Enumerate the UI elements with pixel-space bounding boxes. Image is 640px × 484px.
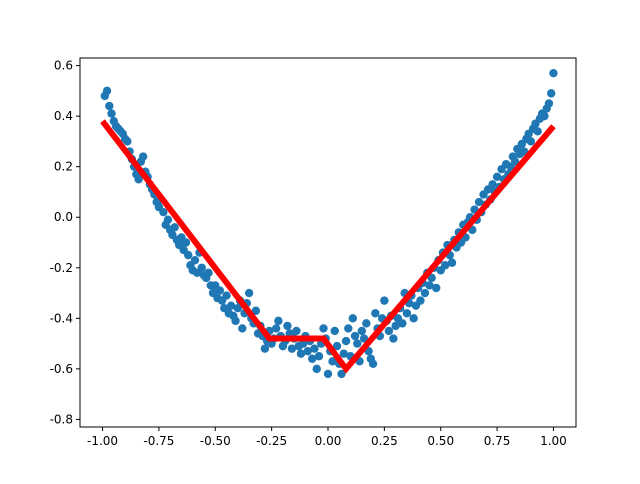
scatter-point — [402, 309, 412, 318]
scatter-point — [231, 316, 240, 326]
scatter-point — [549, 68, 558, 78]
scatter-point — [296, 349, 306, 358]
scatter-point — [271, 324, 281, 333]
scatter-point — [102, 86, 112, 96]
scatter-point — [447, 258, 457, 267]
scatter-point — [332, 341, 342, 351]
scatter-point — [344, 324, 353, 333]
scatter-point — [328, 357, 337, 366]
scatter-point — [398, 319, 407, 328]
x-tick-label: -0.50 — [200, 434, 231, 448]
scatter-point — [308, 354, 317, 363]
scatter-point — [409, 314, 418, 323]
scatter-point — [341, 336, 351, 346]
scatter-point — [488, 180, 497, 189]
scatter-point — [222, 291, 231, 300]
scatter-point — [170, 223, 179, 232]
scatter-point — [204, 268, 213, 278]
scatter-point — [544, 99, 554, 108]
scatter-point — [134, 175, 143, 184]
scatter-point — [540, 111, 549, 121]
scatter-point — [371, 309, 380, 318]
scatter-point — [348, 314, 357, 323]
scatter-point — [244, 288, 254, 298]
scatter-point — [384, 326, 394, 336]
y-tick-label: 0.4 — [54, 109, 73, 123]
scatter-point — [312, 364, 321, 374]
scatter-point — [353, 339, 362, 348]
scatter-point — [163, 215, 173, 224]
scatter-point — [427, 273, 436, 283]
y-tick-label: -0.4 — [50, 311, 73, 325]
scatter-point — [474, 197, 484, 207]
y-tick-label: 0.0 — [54, 210, 73, 224]
plot-area — [100, 68, 558, 379]
scatter-point — [533, 127, 542, 136]
scatter-point — [362, 319, 371, 328]
y-tick-label: 0.6 — [54, 59, 73, 73]
x-tick-label: -0.75 — [143, 434, 174, 448]
scatter-point — [287, 344, 297, 353]
scatter-point — [251, 306, 261, 315]
scatter-point — [416, 296, 425, 305]
scatter-point — [323, 369, 333, 379]
scatter-point — [359, 334, 369, 343]
scatter-point — [357, 326, 367, 336]
scatter-point — [310, 344, 319, 353]
scatter-point — [138, 152, 148, 161]
scatter-point — [425, 281, 434, 290]
scatter-point — [319, 324, 328, 333]
scatter-point — [184, 250, 193, 260]
y-tick-label: 0.2 — [54, 160, 73, 174]
scatter-point — [391, 321, 400, 331]
x-tick-label: 0.50 — [427, 434, 454, 448]
scatter-point — [420, 288, 430, 298]
scatter-point — [105, 101, 114, 111]
x-tick-label: -1.00 — [87, 434, 118, 448]
x-tick-label: 0.00 — [315, 434, 342, 448]
scatter-point — [181, 238, 191, 247]
scatter-point — [260, 344, 270, 353]
scatter-point — [314, 352, 324, 361]
y-tick-label: -0.2 — [50, 261, 73, 275]
scatter-point — [337, 369, 346, 379]
scatter-point — [303, 346, 312, 356]
y-tick-label: -0.6 — [50, 362, 73, 376]
scatter-point — [330, 326, 339, 336]
x-tick-label: 0.25 — [371, 434, 398, 448]
scatter-point — [432, 283, 441, 293]
scatter-point — [526, 137, 536, 146]
scatter-point — [226, 301, 236, 310]
scatter-point — [197, 263, 206, 272]
scatter-point — [368, 359, 378, 369]
y-tick-label: -0.8 — [50, 412, 73, 426]
x-tick-label: 0.75 — [484, 434, 511, 448]
fit-line — [100, 119, 556, 374]
scatter-point — [190, 255, 200, 265]
scatter-point — [107, 109, 116, 118]
scatter-point — [233, 304, 243, 313]
scatter-point — [292, 326, 301, 336]
scatter-point — [123, 137, 132, 146]
axes: -1.00 -0.75 -0.50 -0.25 0.00 0.25 0.50 0.75 1.00… — [50, 57, 577, 448]
scatter-point — [492, 172, 502, 181]
scatter-point — [350, 331, 360, 341]
scatter-point — [238, 324, 247, 333]
scatter-point — [215, 286, 224, 295]
scatter-point — [547, 89, 556, 98]
scatter-point — [510, 157, 520, 166]
scatter-point — [159, 207, 168, 217]
x-tick-label: 1.00 — [540, 434, 567, 448]
scatter-point — [283, 321, 292, 331]
scatter-point — [380, 296, 389, 305]
scatter-point — [274, 316, 283, 326]
scatter-point — [389, 334, 398, 343]
scatter-point — [339, 349, 348, 358]
scatter-point — [441, 261, 450, 270]
x-tick-label: -0.25 — [256, 434, 287, 448]
